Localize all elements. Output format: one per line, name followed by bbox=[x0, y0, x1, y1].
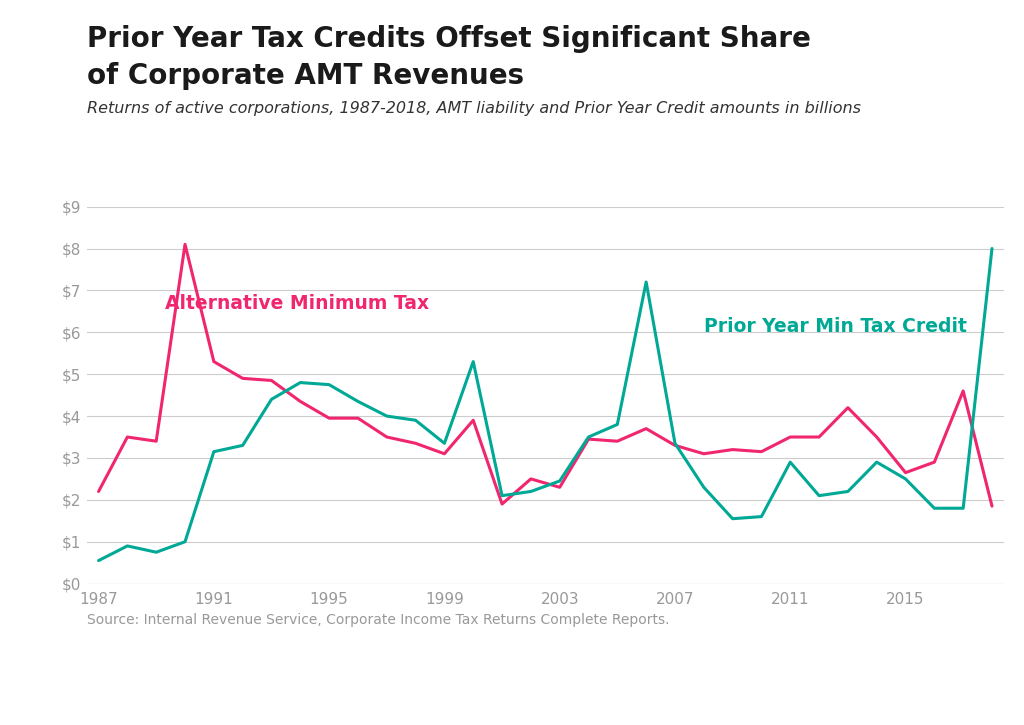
Text: Prior Year Min Tax Credit: Prior Year Min Tax Credit bbox=[703, 318, 967, 336]
Text: Prior Year Tax Credits Offset Significant Share: Prior Year Tax Credits Offset Significan… bbox=[87, 25, 811, 54]
Text: Source: Internal Revenue Service, Corporate Income Tax Returns Complete Reports.: Source: Internal Revenue Service, Corpor… bbox=[87, 613, 670, 626]
Text: Returns of active corporations, 1987-2018, AMT liability and Prior Year Credit a: Returns of active corporations, 1987-201… bbox=[87, 102, 861, 117]
Text: TAX FOUNDATION: TAX FOUNDATION bbox=[18, 683, 198, 700]
Text: Alternative Minimum Tax: Alternative Minimum Tax bbox=[165, 294, 429, 313]
Text: of Corporate AMT Revenues: of Corporate AMT Revenues bbox=[87, 62, 524, 90]
Text: @TaxFoundation: @TaxFoundation bbox=[857, 683, 1006, 700]
